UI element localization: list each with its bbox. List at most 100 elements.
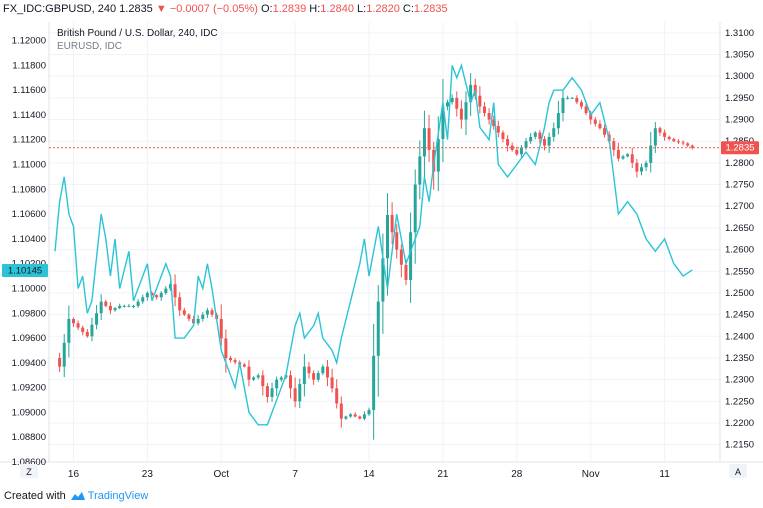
candle-body (469, 84, 473, 103)
symbol-header: FX_IDC:GBPUSD, 240 1.2835 ▼ −0.0007 (−0.… (0, 0, 763, 18)
candle-body (501, 132, 505, 140)
candle-body (122, 305, 126, 307)
candle-body (422, 128, 426, 157)
candle-body (344, 416, 348, 419)
candle-body (487, 113, 491, 120)
price-change: ▼ −0.0007 (−0.05%) (155, 3, 258, 15)
candle-body (584, 106, 588, 114)
candle-body (653, 128, 657, 146)
footer: Created with TradingView (4, 488, 148, 504)
candle-body (325, 366, 329, 378)
time-tick-label: 16 (68, 469, 80, 480)
candle-body (164, 288, 168, 293)
candle-body (446, 102, 450, 107)
candle-body (293, 388, 297, 402)
eurusd-line (54, 63, 693, 426)
right-tick-label: 1.2950 (725, 93, 754, 104)
left-axis-ticks[interactable]: 1.12000 1.11800 1.11600 1.11400 1.11200 1.110… (12, 36, 46, 468)
left-tick-label: 1.08600 (12, 457, 46, 468)
candle-body (376, 301, 380, 356)
right-tick-label: 1.2250 (725, 396, 754, 407)
candle-body (552, 128, 556, 137)
eurusd-badge-text: 1.10145 (8, 266, 42, 277)
candle-body (270, 388, 274, 397)
right-tick-label: 1.2200 (725, 418, 754, 429)
tradingview-brand-link[interactable]: TradingView (87, 490, 149, 502)
candle-body (529, 136, 533, 142)
left-tick-label: 1.11800 (12, 60, 46, 71)
tradingview-logo-icon (70, 492, 85, 500)
candle-body (349, 414, 353, 417)
eurusd-price-badge: 1.10145 (2, 264, 48, 278)
candle-body (626, 154, 630, 157)
open-label: O: (260, 3, 273, 15)
time-tick-label: 7 (292, 469, 298, 480)
candle-body (395, 232, 399, 250)
candle-body (418, 156, 422, 185)
candle-body (390, 214, 394, 233)
right-tick-label: 1.2300 (725, 375, 754, 386)
symbol-label[interactable]: FX_IDC:GBPUSD, 240 (3, 3, 117, 15)
right-axis-ticks[interactable]: 1.31001.30501.30001.29501.29001.28501.28… (725, 28, 754, 451)
auto-scale-button-left[interactable]: Z (20, 464, 38, 478)
candle-body (639, 167, 643, 172)
left-tick-label: 1.09600 (12, 333, 46, 344)
close-label: C: (402, 3, 414, 15)
candle-body (547, 136, 551, 146)
time-axis-ticks[interactable]: 16 23 Oct 7 14 21 28 Nov 11 (68, 469, 670, 480)
left-tick-label: 1.11000 (12, 160, 46, 171)
candle-body (450, 97, 454, 103)
candle-body (644, 162, 648, 168)
candle-body (210, 310, 214, 315)
price-chart[interactable]: 1.12000 1.11800 1.11600 1.11400 1.11200 1.110… (0, 0, 763, 488)
time-tick-label: Nov (582, 469, 600, 480)
right-tick-label: 1.3000 (725, 71, 754, 82)
candle-body (464, 102, 468, 120)
gbpusd-candles (58, 73, 694, 440)
candle-body (358, 416, 362, 419)
legend-title[interactable]: British Pound / U.S. Dollar, 240, IDC (57, 28, 218, 39)
candle-body (85, 331, 89, 337)
candle-body (201, 314, 205, 319)
right-tick-label: 1.2450 (725, 310, 754, 321)
candle-body (672, 139, 676, 142)
candle-body (58, 357, 62, 367)
candle-body (108, 305, 112, 311)
candle-body (381, 258, 385, 302)
candle-body (543, 139, 547, 146)
candle-body (570, 97, 574, 99)
candle-body (496, 126, 500, 133)
candle-body (62, 342, 66, 367)
candle-body (228, 357, 232, 361)
candle-body (321, 366, 325, 374)
time-tick-label: 28 (511, 469, 523, 480)
legend-subtitle[interactable]: EURUSD, IDC (57, 41, 122, 52)
candle-body (427, 128, 431, 150)
candle-body (168, 284, 172, 289)
auto-scale-button-right[interactable]: A (729, 464, 747, 478)
candle-body (279, 377, 283, 380)
candle-body (339, 403, 343, 419)
low-value: 1.2820 (366, 3, 400, 15)
corner-right-label: A (735, 467, 741, 477)
right-tick-label: 1.2800 (725, 158, 754, 169)
candle-body (455, 97, 459, 109)
left-tick-label: 1.09800 (12, 308, 46, 319)
candle-body (506, 139, 510, 146)
left-tick-label: 1.11600 (12, 85, 46, 96)
candle-body (367, 409, 371, 415)
last-price-badge: 1.2835 (721, 141, 759, 155)
candle-body (196, 318, 200, 324)
candle-body (90, 324, 94, 337)
candle-body (459, 108, 463, 120)
candle-body (566, 97, 570, 99)
candle-body (399, 249, 403, 265)
candle-body (575, 97, 579, 103)
candle-body (76, 323, 80, 328)
candle-body (663, 132, 667, 137)
time-tick-label: 23 (142, 469, 154, 480)
candle-body (478, 95, 482, 107)
candle-body (589, 113, 593, 120)
candle-body (482, 106, 486, 114)
left-tick-label: 1.09200 (12, 383, 46, 394)
